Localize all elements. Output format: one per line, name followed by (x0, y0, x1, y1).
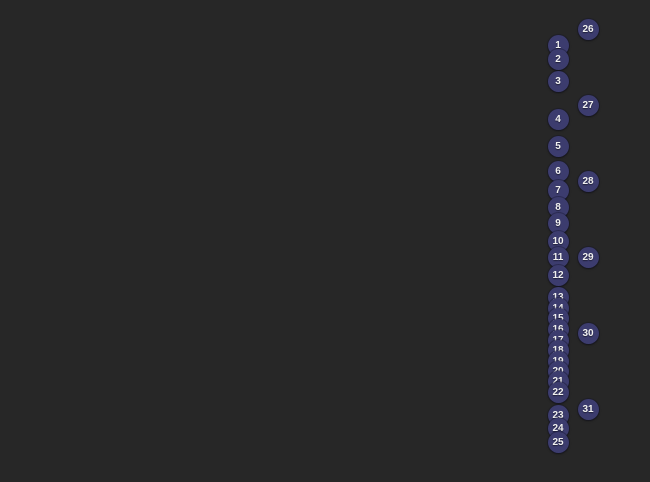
marker-12[interactable]: 12 (547, 264, 569, 286)
marker-6[interactable]: 6 (547, 160, 569, 182)
marker-4[interactable]: 4 (547, 108, 569, 130)
marker-29[interactable]: 29 (577, 246, 599, 268)
marker-3[interactable]: 3 (547, 70, 569, 92)
marker-31[interactable]: 31 (577, 398, 599, 420)
marker-11[interactable]: 11 (547, 246, 569, 268)
marker-10[interactable]: 10 (547, 230, 569, 252)
marker-22[interactable]: 22 (547, 381, 569, 403)
marker-9[interactable]: 9 (547, 212, 569, 234)
marker-28[interactable]: 28 (577, 170, 599, 192)
marker-2[interactable]: 2 (547, 48, 569, 70)
marker-30[interactable]: 30 (577, 322, 599, 344)
marker-26[interactable]: 26 (577, 18, 599, 40)
marker-25[interactable]: 25 (547, 431, 569, 453)
marker-7[interactable]: 7 (547, 179, 569, 201)
marker-8[interactable]: 8 (547, 196, 569, 218)
marker-27[interactable]: 27 (577, 94, 599, 116)
marker-5[interactable]: 5 (547, 135, 569, 157)
